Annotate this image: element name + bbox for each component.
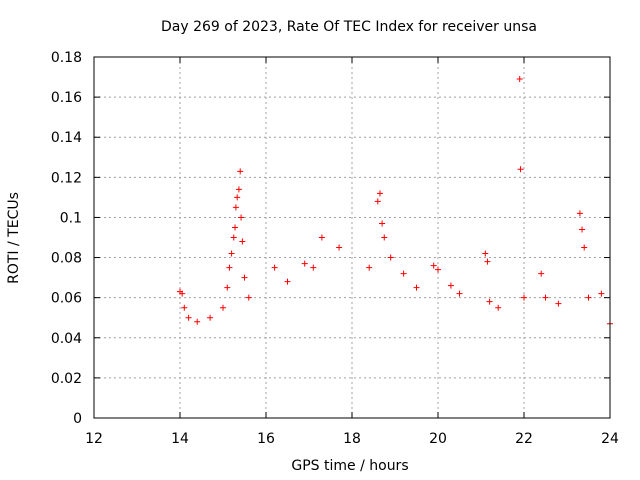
y-tick-label: 0.06 bbox=[51, 291, 82, 307]
data-point bbox=[235, 186, 242, 193]
data-point bbox=[379, 220, 386, 227]
x-tick-labels: 12 14 16 18 20 22 24 bbox=[85, 431, 619, 447]
data-point bbox=[271, 264, 278, 271]
data-point bbox=[181, 304, 188, 311]
data-point bbox=[542, 294, 549, 301]
y-tick-labels: 0 0.02 0.04 0.06 0.08 0.1 0.12 0.14 0.16 0.18 bbox=[51, 50, 82, 427]
data-point bbox=[555, 300, 562, 307]
grid-lines bbox=[94, 57, 610, 418]
data-point bbox=[387, 254, 394, 261]
data-point bbox=[430, 262, 437, 269]
data-point bbox=[179, 290, 186, 297]
x-tick-label: 24 bbox=[601, 431, 619, 447]
data-point bbox=[435, 266, 441, 273]
data-point bbox=[376, 190, 383, 197]
y-tick-label: 0.12 bbox=[51, 170, 82, 186]
data-point bbox=[585, 294, 592, 301]
data-point bbox=[232, 204, 239, 211]
plot-frame bbox=[93, 56, 611, 419]
data-points bbox=[177, 76, 613, 327]
y-tick-label: 0.18 bbox=[51, 50, 82, 66]
data-point bbox=[516, 76, 523, 83]
data-point bbox=[381, 234, 388, 241]
data-point bbox=[241, 274, 248, 281]
data-point bbox=[447, 282, 454, 289]
y-tick-label: 0.04 bbox=[51, 331, 82, 347]
y-axis-label: ROTI / TECUs bbox=[6, 192, 22, 284]
data-point bbox=[486, 298, 493, 305]
data-point bbox=[301, 260, 308, 267]
y-tick-label: 0 bbox=[73, 411, 82, 427]
y-tick-label: 0.1 bbox=[60, 210, 82, 226]
data-point bbox=[245, 294, 252, 301]
data-point bbox=[521, 294, 527, 301]
data-point bbox=[336, 244, 343, 251]
x-tick-label: 14 bbox=[171, 431, 189, 447]
data-point bbox=[194, 318, 201, 325]
data-point bbox=[207, 314, 214, 321]
x-axis-label: GPS time / hours bbox=[291, 458, 408, 474]
y-tick-label: 0.14 bbox=[51, 130, 82, 146]
y-tick-label: 0.08 bbox=[51, 251, 82, 267]
x-tick-label: 12 bbox=[85, 431, 103, 447]
data-point bbox=[484, 258, 491, 265]
x-tick-label: 16 bbox=[257, 431, 275, 447]
data-point bbox=[366, 264, 373, 271]
y-tick-label: 0.16 bbox=[51, 90, 82, 106]
data-point bbox=[228, 250, 235, 257]
data-point bbox=[224, 284, 231, 291]
data-point bbox=[517, 166, 524, 173]
data-point bbox=[413, 284, 420, 291]
data-point bbox=[238, 214, 245, 221]
data-point bbox=[482, 250, 489, 257]
data-point bbox=[284, 278, 291, 285]
x-tick-label: 20 bbox=[429, 431, 447, 447]
data-point bbox=[185, 314, 192, 321]
data-point bbox=[318, 234, 325, 241]
data-point bbox=[220, 304, 226, 311]
data-point bbox=[598, 290, 605, 297]
data-point bbox=[581, 244, 588, 251]
data-point bbox=[374, 198, 381, 205]
x-tick-label: 18 bbox=[343, 431, 361, 447]
chart-title: Day 269 of 2023, Rate Of TEC Index for r… bbox=[161, 19, 537, 35]
data-point bbox=[456, 290, 463, 297]
data-point bbox=[234, 194, 241, 201]
data-point bbox=[400, 270, 407, 277]
data-point bbox=[237, 168, 244, 175]
data-point bbox=[226, 264, 233, 271]
data-point bbox=[538, 270, 545, 277]
x-tick-label: 22 bbox=[515, 431, 533, 447]
data-point bbox=[495, 304, 502, 311]
data-point bbox=[239, 238, 246, 245]
data-point bbox=[310, 264, 317, 271]
y-tick-label: 0.02 bbox=[51, 371, 82, 387]
data-point bbox=[232, 224, 239, 231]
data-point bbox=[576, 210, 583, 217]
data-point bbox=[230, 234, 237, 241]
data-point bbox=[579, 226, 586, 233]
